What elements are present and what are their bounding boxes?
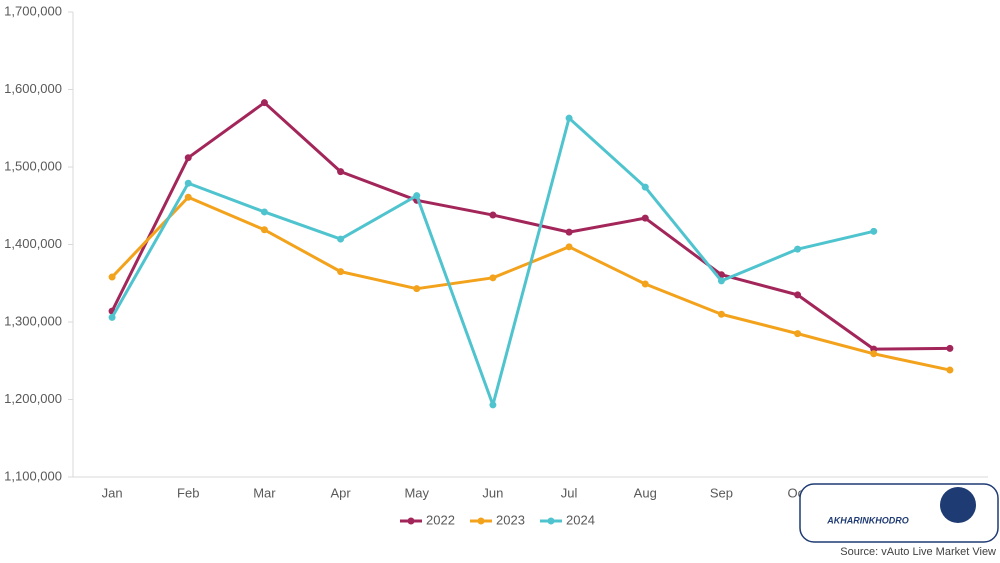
x-tick-label: Mar	[253, 485, 276, 500]
legend-label: 2023	[496, 512, 525, 527]
y-tick-label: 1,500,000	[4, 158, 62, 173]
legend-marker	[477, 517, 485, 525]
data-point	[870, 227, 878, 235]
data-point	[794, 245, 802, 253]
data-point	[337, 268, 345, 276]
legend-marker	[547, 517, 555, 525]
data-point	[794, 330, 802, 338]
data-point	[108, 313, 116, 321]
data-point	[946, 366, 954, 374]
y-tick-label: 1,600,000	[4, 81, 62, 96]
data-point	[565, 243, 573, 251]
data-point	[641, 214, 649, 222]
series-line	[110, 101, 950, 351]
data-point	[717, 277, 725, 285]
data-point	[641, 183, 649, 191]
data-point	[565, 228, 573, 236]
x-tick-label: May	[404, 485, 429, 500]
data-point	[260, 208, 268, 216]
y-tick-label: 1,100,000	[4, 468, 62, 483]
data-point	[565, 114, 573, 122]
x-tick-label: Apr	[330, 485, 351, 500]
x-tick-label: Jun	[482, 485, 503, 500]
data-point	[260, 226, 268, 234]
data-point	[794, 291, 802, 299]
data-point	[489, 274, 497, 282]
x-tick-label: Jan	[102, 485, 123, 500]
data-point	[108, 273, 116, 281]
data-point	[641, 280, 649, 288]
data-point	[489, 211, 497, 219]
y-tick-label: 1,200,000	[4, 391, 62, 406]
watermark-text: AKHARINKHODRO	[826, 515, 909, 525]
data-point	[413, 192, 421, 200]
plot-area: 1,100,000 1,200,000 1,300,000 1,400,000 1,50…	[4, 3, 962, 527]
data-point	[184, 154, 192, 162]
legend-marker	[407, 517, 415, 525]
data-point	[870, 350, 878, 358]
data-point	[184, 193, 192, 201]
data-point	[184, 179, 192, 187]
data-point	[337, 235, 345, 243]
y-tick-label: 1,700,000	[4, 3, 62, 18]
source-note: Source: vAuto Live Market View	[840, 546, 996, 558]
x-tick-label: Jul	[561, 485, 578, 500]
data-point	[413, 285, 421, 293]
data-point	[946, 344, 954, 352]
data-point	[260, 99, 268, 107]
data-point	[489, 401, 497, 409]
y-tick-label: 1,400,000	[4, 236, 62, 251]
series-line	[110, 116, 875, 407]
y-tick-label: 1,300,000	[4, 313, 62, 328]
data-point	[337, 168, 345, 176]
watermark: AKHARINKHODRO	[799, 483, 999, 543]
x-tick-label: Feb	[177, 485, 199, 500]
x-tick-label: Sep	[710, 485, 733, 500]
x-tick-label: Aug	[634, 485, 657, 500]
legend-label: 2024	[566, 512, 595, 527]
legend-label: 2022	[426, 512, 455, 527]
data-point	[717, 310, 725, 318]
watermark-icon	[940, 487, 976, 523]
